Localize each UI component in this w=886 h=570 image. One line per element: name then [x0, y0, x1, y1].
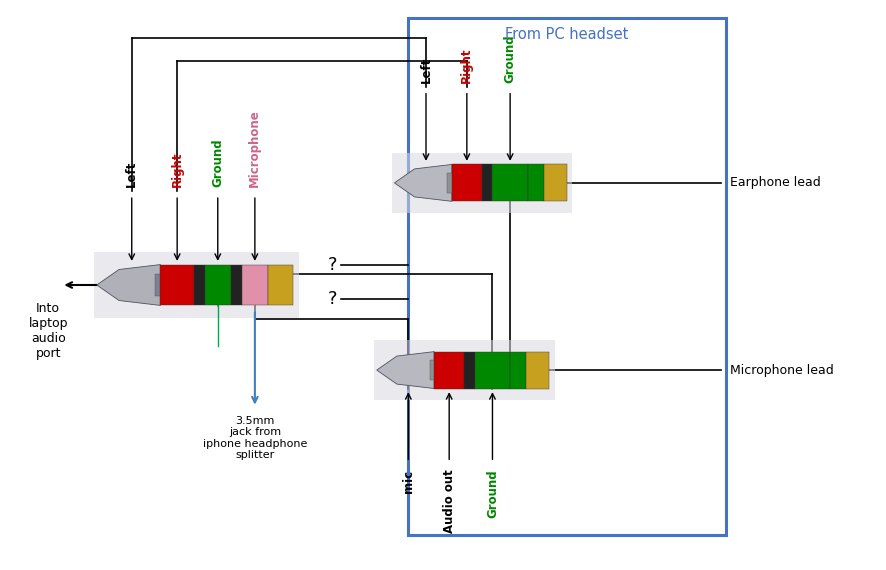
Text: Left: Left [125, 161, 138, 187]
Bar [493, 165, 528, 201]
Bar [434, 352, 464, 389]
Bar [475, 352, 510, 389]
Text: Ground: Ground [486, 470, 499, 518]
Bar [231, 264, 242, 306]
Text: Audio out: Audio out [443, 470, 455, 534]
Bar [194, 264, 205, 306]
Bar [160, 264, 194, 306]
Bar [268, 264, 293, 306]
Bar [392, 153, 572, 213]
Text: ?: ? [328, 290, 337, 308]
Bar [452, 165, 482, 201]
Bar [94, 251, 299, 319]
Text: Into
laptop
audio
port: Into laptop audio port [28, 302, 68, 360]
Text: Ground: Ground [211, 139, 224, 187]
Bar [374, 340, 555, 400]
Bar [408, 18, 726, 535]
Text: From PC headset: From PC headset [505, 27, 628, 42]
Polygon shape [377, 352, 434, 389]
Polygon shape [97, 264, 160, 306]
Bar [205, 264, 231, 306]
Text: mic: mic [402, 470, 415, 492]
Bar [526, 352, 549, 389]
Bar [155, 274, 164, 296]
Text: ?: ? [328, 256, 337, 274]
Bar [447, 173, 455, 193]
Bar [464, 352, 475, 389]
Text: Earphone lead: Earphone lead [730, 176, 820, 189]
Bar [510, 352, 526, 389]
Polygon shape [394, 165, 452, 201]
Text: Right: Right [171, 152, 183, 187]
Bar [528, 165, 544, 201]
Bar [482, 165, 493, 201]
Bar [544, 165, 567, 201]
Text: Microphone lead: Microphone lead [730, 364, 834, 377]
Text: Right: Right [461, 48, 473, 83]
Bar [430, 360, 438, 380]
Text: Ground: Ground [503, 35, 517, 83]
Bar [242, 264, 268, 306]
Text: 3.5mm
jack from
iphone headphone
splitter: 3.5mm jack from iphone headphone splitte… [203, 416, 307, 461]
Text: Microphone: Microphone [248, 109, 261, 187]
Text: Left: Left [419, 57, 432, 83]
